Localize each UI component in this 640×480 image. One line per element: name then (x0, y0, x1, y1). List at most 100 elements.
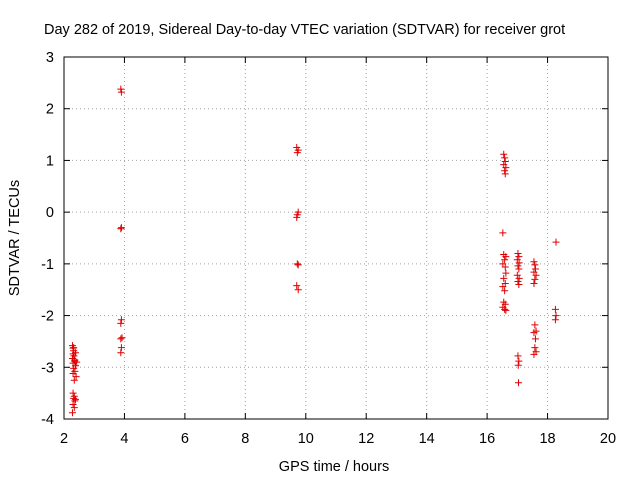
y-axis-label: SDTVAR / TECUs (7, 180, 23, 296)
data-point (514, 262, 522, 270)
y-tick-label: -2 (41, 309, 54, 325)
x-tick-label: 8 (241, 431, 249, 447)
x-tick-label: 10 (298, 431, 314, 447)
data-point (69, 401, 77, 409)
data-point (501, 263, 509, 271)
data-point (502, 306, 510, 314)
x-axis-label: GPS time / hours (279, 459, 389, 475)
data-point (501, 154, 509, 162)
x-tick-label: 6 (181, 431, 189, 447)
plot-frame (63, 56, 609, 420)
data-point (500, 274, 508, 282)
data-point (293, 213, 301, 221)
data-point (117, 316, 125, 324)
x-tick-label: 20 (600, 431, 616, 447)
data-point (501, 170, 509, 178)
data-point (531, 335, 539, 343)
data-point (499, 229, 507, 237)
data-point (70, 364, 78, 372)
y-tick-label: 1 (46, 153, 54, 169)
data-point (531, 321, 539, 329)
data-point (531, 344, 539, 352)
data-point (117, 88, 125, 96)
data-point (502, 253, 510, 261)
data-point (117, 224, 125, 232)
data-point (501, 305, 509, 313)
grid (64, 57, 608, 419)
data-point (551, 305, 559, 313)
data-point (501, 287, 509, 295)
chart-title: Day 282 of 2019, Sidereal Day-to-day VTE… (44, 22, 565, 38)
data-point (70, 344, 78, 352)
data-point (530, 258, 538, 266)
data-point (515, 253, 523, 261)
data-points (68, 85, 560, 417)
x-tick-label: 16 (479, 431, 495, 447)
data-point (70, 376, 78, 384)
data-point (73, 358, 81, 366)
y-tick-label: 3 (46, 50, 54, 66)
data-point (72, 373, 80, 381)
data-point (501, 256, 509, 264)
data-point (118, 334, 126, 342)
y-tick-label: -3 (41, 360, 54, 376)
data-point (70, 404, 78, 412)
data-point (117, 225, 125, 233)
y-tick-label: -1 (41, 257, 54, 273)
data-point (532, 271, 540, 279)
data-point (293, 282, 301, 290)
data-point (514, 277, 522, 285)
data-point (68, 409, 76, 417)
data-point (117, 349, 125, 357)
data-point (117, 335, 125, 343)
data-point (500, 150, 508, 158)
data-point (531, 265, 539, 273)
y-tick-label: -4 (41, 412, 54, 428)
data-point (117, 85, 125, 93)
data-point (293, 260, 301, 268)
data-point (531, 261, 539, 269)
data-point (515, 274, 523, 282)
data-point (71, 397, 79, 405)
data-point (513, 256, 521, 264)
data-point (294, 261, 302, 269)
data-point (69, 389, 77, 397)
data-point (515, 265, 523, 273)
data-point (515, 379, 523, 387)
data-point (294, 286, 302, 294)
data-point (502, 269, 510, 277)
data-point (293, 149, 301, 157)
data-point (530, 280, 538, 288)
data-point (69, 369, 77, 377)
data-point (515, 259, 523, 267)
data-point (514, 352, 522, 360)
axis-ticks (63, 56, 609, 420)
data-point (71, 349, 79, 357)
data-point (514, 250, 522, 258)
x-tick-label: 12 (358, 431, 374, 447)
data-point (514, 361, 522, 369)
data-point (552, 312, 560, 320)
x-tick-label: 18 (539, 431, 555, 447)
data-point (530, 329, 538, 337)
data-point (499, 283, 507, 291)
data-point (515, 357, 523, 365)
x-tick-label: 2 (60, 431, 68, 447)
data-point (551, 316, 559, 324)
data-point (531, 275, 539, 283)
y-tick-label: 2 (46, 102, 54, 118)
x-tick-label: 4 (120, 431, 128, 447)
data-point (501, 157, 509, 165)
data-point (515, 281, 523, 289)
data-point (530, 350, 538, 358)
data-point (552, 238, 560, 246)
data-point (71, 395, 79, 403)
data-point (513, 271, 521, 279)
y-tick-label: 0 (46, 205, 54, 221)
data-point (117, 344, 125, 352)
x-tick-label: 14 (419, 431, 435, 447)
data-point (117, 319, 125, 327)
data-point (501, 167, 509, 175)
